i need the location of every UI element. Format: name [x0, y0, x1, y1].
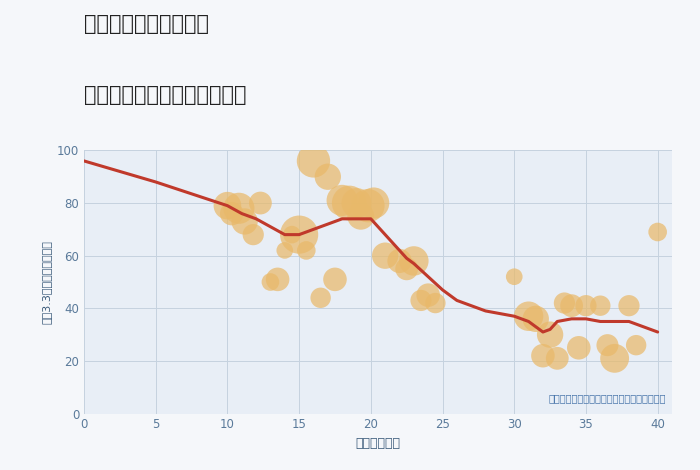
- Y-axis label: 坪（3.3㎡）単価（万円）: 坪（3.3㎡）単価（万円）: [41, 240, 51, 324]
- Point: [552, 354, 563, 362]
- Point: [315, 294, 326, 302]
- Point: [631, 341, 642, 349]
- Point: [368, 199, 379, 207]
- Point: [279, 247, 290, 254]
- Point: [408, 257, 419, 265]
- X-axis label: 築年数（年）: 築年数（年）: [356, 437, 400, 450]
- Point: [523, 313, 534, 320]
- Point: [602, 341, 613, 349]
- Point: [265, 278, 276, 286]
- Point: [573, 344, 584, 352]
- Text: 築年数別中古マンション価格: 築年数別中古マンション価格: [84, 85, 246, 105]
- Point: [308, 157, 319, 164]
- Point: [330, 275, 341, 283]
- Point: [580, 302, 592, 309]
- Point: [530, 315, 541, 322]
- Point: [415, 297, 426, 304]
- Point: [239, 218, 250, 225]
- Point: [609, 354, 620, 362]
- Point: [624, 302, 635, 309]
- Point: [286, 231, 297, 238]
- Point: [538, 352, 549, 360]
- Point: [255, 199, 266, 207]
- Point: [293, 231, 304, 238]
- Point: [423, 291, 434, 299]
- Point: [337, 196, 348, 204]
- Point: [355, 212, 366, 220]
- Point: [226, 210, 237, 217]
- Point: [394, 257, 405, 265]
- Point: [595, 302, 606, 309]
- Point: [401, 265, 412, 273]
- Point: [248, 231, 259, 238]
- Point: [430, 299, 441, 307]
- Point: [301, 247, 312, 254]
- Point: [509, 273, 520, 281]
- Point: [322, 173, 333, 180]
- Point: [652, 228, 664, 236]
- Point: [351, 199, 362, 207]
- Point: [222, 202, 233, 210]
- Point: [233, 204, 244, 212]
- Point: [559, 299, 570, 307]
- Point: [363, 202, 374, 210]
- Text: 奈良県奈良市学園中の: 奈良県奈良市学園中の: [84, 14, 209, 34]
- Point: [272, 275, 284, 283]
- Point: [344, 199, 355, 207]
- Point: [379, 252, 391, 259]
- Point: [545, 331, 556, 338]
- Text: 円の大きさは、取引のあった物件面積を示す: 円の大きさは、取引のあった物件面積を示す: [549, 393, 666, 403]
- Point: [566, 302, 578, 309]
